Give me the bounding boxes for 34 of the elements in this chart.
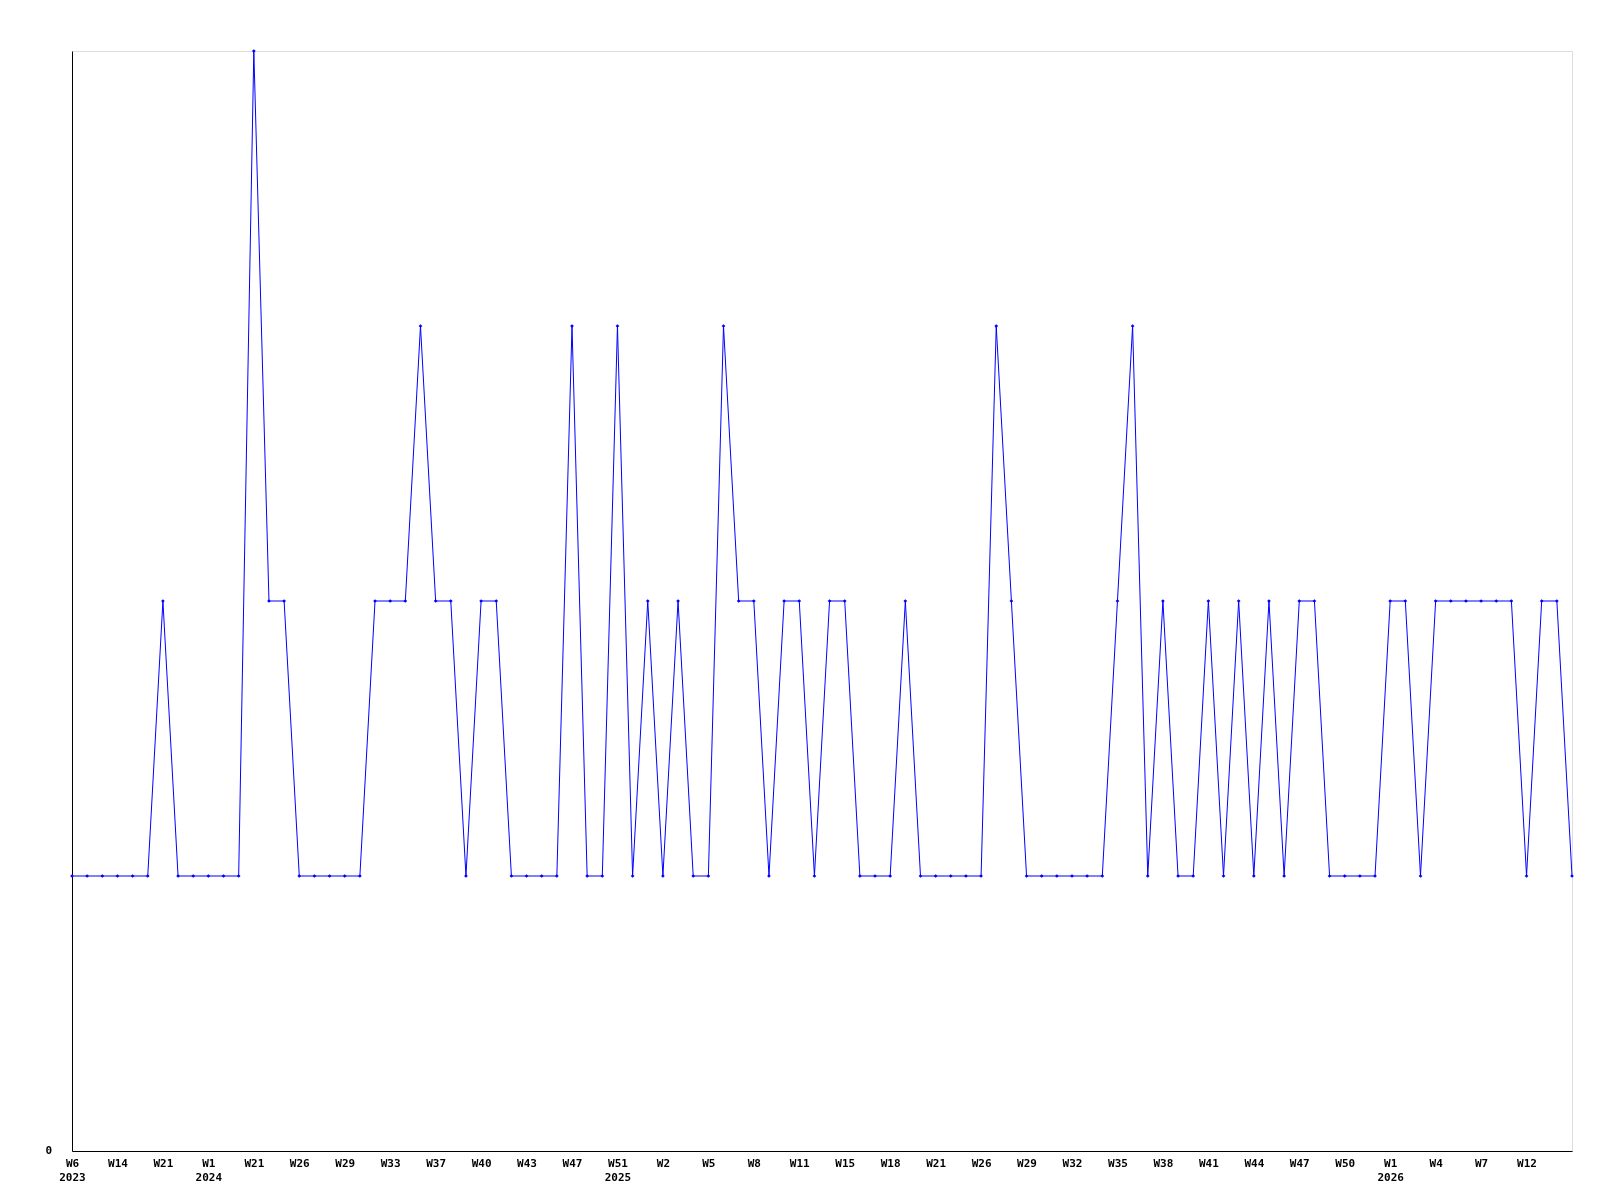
x-tick-label: W43: [517, 1156, 537, 1170]
x-tick-label: W26: [289, 1156, 311, 1170]
x-tick-label: W15: [835, 1156, 856, 1170]
x-tick-label: W14: [108, 1156, 129, 1170]
x-tick-label: W37: [426, 1156, 447, 1170]
x-tick-label: W4: [1429, 1156, 1444, 1170]
x-tick-label: W7: [1474, 1156, 1489, 1170]
x-tick-label: W47: [1289, 1156, 1310, 1170]
x-tick-label: W32: [1062, 1156, 1083, 1170]
x-tick-label: W40: [471, 1156, 492, 1170]
x-tick-label: W11: [789, 1156, 811, 1170]
x-tick-label: W21: [244, 1156, 265, 1170]
x-tick-label: W1 2024: [195, 1156, 223, 1184]
x-tick-label: W33: [380, 1156, 401, 1170]
x-tick-label: W51 2025: [604, 1156, 632, 1184]
x-tick-label: W21: [153, 1156, 174, 1170]
x-tick-label: W21: [926, 1156, 947, 1170]
x-tick-label: W38: [1153, 1156, 1174, 1170]
x-tick-label: W6 2023: [59, 1156, 86, 1184]
x-tick-label: W12: [1517, 1156, 1537, 1170]
x-tick-label: W41: [1198, 1156, 1220, 1170]
x-tick-label: W35: [1108, 1156, 1128, 1170]
x-tick-label: W5: [702, 1156, 716, 1170]
text: 0: [45, 1144, 52, 1157]
x-tick-label: W29: [335, 1156, 356, 1170]
x-tick-label: W18: [880, 1156, 901, 1170]
x-tick-label: W1 2026: [1377, 1156, 1405, 1184]
x-tick-label: W50: [1335, 1156, 1356, 1170]
x-tick-label: W2: [656, 1156, 671, 1170]
x-tick-label: W29: [1017, 1156, 1037, 1170]
x-tick-label: W44: [1244, 1156, 1265, 1170]
x-tick-label: W26: [971, 1156, 992, 1170]
x-tick-label: W8: [747, 1156, 761, 1170]
x-tick-label: W47: [562, 1156, 583, 1170]
